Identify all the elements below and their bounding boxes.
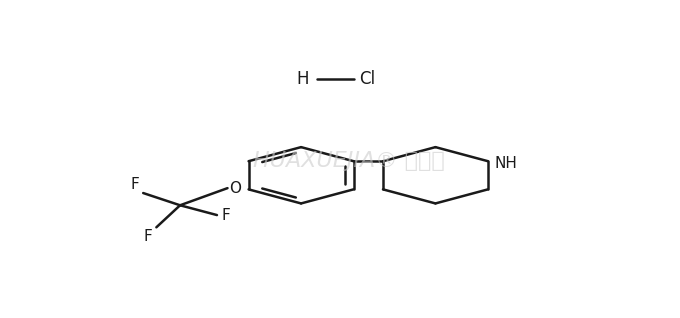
Text: NH: NH bbox=[494, 156, 517, 171]
Text: H: H bbox=[296, 70, 309, 87]
Text: F: F bbox=[143, 229, 152, 244]
Text: O: O bbox=[228, 181, 241, 196]
Text: F: F bbox=[221, 208, 230, 223]
Text: Cl: Cl bbox=[359, 70, 375, 87]
Text: F: F bbox=[130, 177, 139, 192]
Text: HUAXUEJIA® 化学加: HUAXUEJIA® 化学加 bbox=[253, 151, 444, 170]
